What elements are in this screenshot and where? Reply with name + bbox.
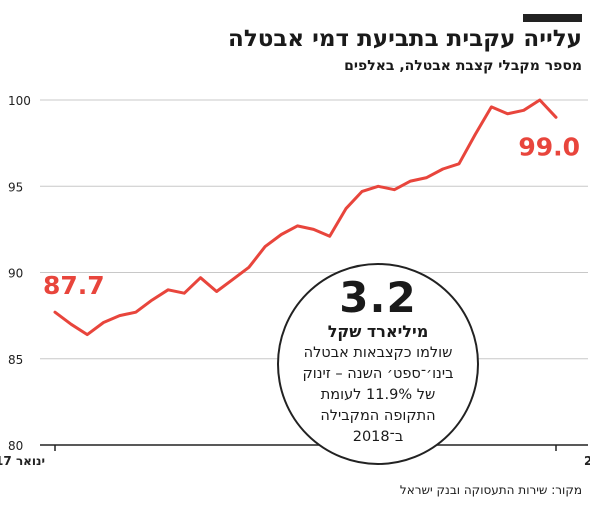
y-tick-label: 95 xyxy=(8,180,23,194)
x-tick-label: אוגוסט 2019 xyxy=(584,454,590,468)
callout-line: ב־2018 xyxy=(352,429,404,445)
callout-unit: מיליארד שקל xyxy=(327,322,429,341)
callout-line: שולמו כקצבאות אבטלה xyxy=(303,345,453,361)
y-tick-label: 85 xyxy=(8,353,23,367)
x-tick-label: ינואר 2017 xyxy=(0,454,45,468)
callout-description: שולמו כקצבאות אבטלה בינו׳־ספט׳ השנה – זי… xyxy=(279,343,477,448)
header-accent-bar xyxy=(523,14,582,22)
callout-line: של 11.9% לעומת xyxy=(320,387,436,403)
callout-value: 3.2 xyxy=(339,273,417,322)
chart-title: עלייה עקבית בתביעת דמי אבטלה xyxy=(228,26,582,52)
data-line xyxy=(53,98,558,337)
y-tick-label: 80 xyxy=(8,439,23,453)
callout-line: בינו׳־ספט׳ השנה – זינוק xyxy=(302,366,454,382)
callout-line: התקופה המקבילה xyxy=(320,408,436,424)
y-tick-label: 90 xyxy=(8,267,23,281)
callout-circle: 3.2 מיליארד שקל שולמו כקצבאות אבטלה בינו… xyxy=(277,263,479,465)
chart-subtitle: מספר מקבלי קצבת אבטלה, באלפים xyxy=(344,58,582,74)
data-label: 87.7 xyxy=(43,271,105,300)
data-label: 99.0 xyxy=(518,132,580,161)
source-note: מקור: שירות התעסוקה ובנק ישראל xyxy=(399,483,582,497)
y-tick-label: 100 xyxy=(8,94,31,108)
